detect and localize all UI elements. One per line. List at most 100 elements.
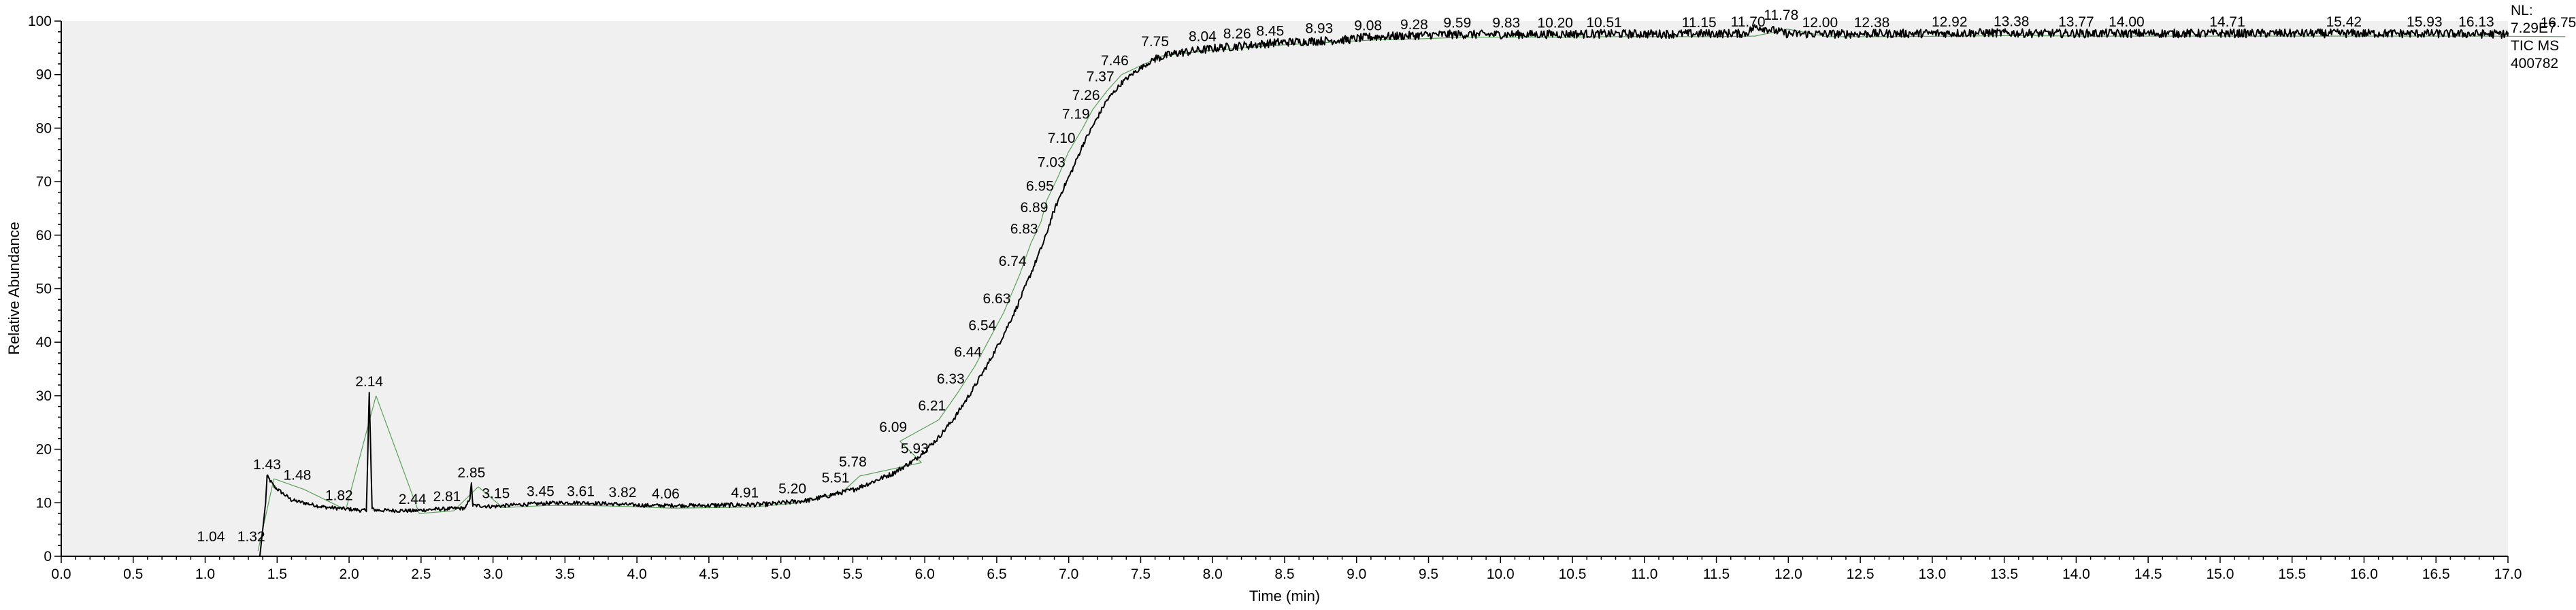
y-tick-label: 20 xyxy=(36,442,52,458)
peak-label: 12.92 xyxy=(1932,14,1968,30)
x-tick-label: 10.5 xyxy=(1559,566,1587,582)
peak-label: 13.38 xyxy=(1994,14,2030,29)
x-tick-label: 3.0 xyxy=(483,566,503,582)
peak-label: 2.81 xyxy=(433,489,461,505)
peak-label: 15.42 xyxy=(2326,14,2362,30)
peak-label: 11.70 xyxy=(1731,14,1766,30)
peak-label: 1.48 xyxy=(283,468,311,484)
peak-label: 1.32 xyxy=(237,529,265,545)
peak-label: 5.20 xyxy=(778,481,806,496)
peak-label: 5.51 xyxy=(822,471,850,486)
x-tick-label: 13.0 xyxy=(1918,566,1946,582)
peak-label: 14.00 xyxy=(2109,14,2145,30)
peak-label: 8.26 xyxy=(1223,26,1251,41)
peak-baseline xyxy=(257,478,275,552)
x-tick-label: 9.0 xyxy=(1347,566,1366,582)
y-axis-title: Relative Abundance xyxy=(5,222,22,355)
x-tick-label: 0.0 xyxy=(51,566,71,582)
peak-label: 8.04 xyxy=(1189,29,1217,44)
peak-baseline xyxy=(974,339,990,367)
peak-baseline xyxy=(1046,176,1059,201)
info-line-3: TIC MS xyxy=(2511,38,2559,54)
peak-label: 16.13 xyxy=(2458,14,2494,30)
x-axis-title: Time (min) xyxy=(1249,588,1320,605)
peak-baseline xyxy=(957,366,976,394)
peak-label: 9.59 xyxy=(1443,16,1471,31)
x-tick-label: 3.5 xyxy=(555,566,575,582)
x-tick-label: 8.5 xyxy=(1274,566,1294,582)
peak-label: 6.89 xyxy=(1021,200,1048,216)
x-tick-label: 12.0 xyxy=(1774,566,1802,582)
peak-label: 6.54 xyxy=(968,318,996,333)
info-line-1: NL: xyxy=(2511,3,2533,18)
peak-baseline xyxy=(1057,152,1069,177)
x-tick-label: 9.5 xyxy=(1419,566,1438,582)
x-tick-label: 6.5 xyxy=(987,566,1006,582)
x-tick-label: 16.5 xyxy=(2422,566,2450,582)
x-tick-label: 14.0 xyxy=(2062,566,2090,582)
peak-label: 2.85 xyxy=(457,465,485,481)
peak-baseline xyxy=(629,506,673,509)
peak-label: 7.26 xyxy=(1072,88,1100,103)
peak-baseline xyxy=(453,486,479,511)
peak-baseline xyxy=(859,462,922,477)
peak-label: 4.06 xyxy=(652,486,680,502)
peak-label: 12.38 xyxy=(1854,15,1890,31)
x-tick-label: 8.0 xyxy=(1203,566,1223,582)
peak-label: 10.51 xyxy=(1586,15,1622,31)
peak-baseline xyxy=(1092,90,1108,110)
peak-label: 6.33 xyxy=(937,371,965,387)
peak-label: 6.63 xyxy=(983,291,1011,307)
peak-baseline xyxy=(1040,200,1047,222)
x-tick-label: 15.5 xyxy=(2278,566,2306,582)
peak-label: 6.83 xyxy=(1010,222,1038,237)
peak-label: 5.78 xyxy=(839,454,867,470)
peak-baseline xyxy=(303,489,346,511)
peak-baseline xyxy=(419,510,454,514)
peak-baseline xyxy=(478,486,503,508)
x-tick-label: 1.0 xyxy=(195,566,215,582)
x-tick-label: 5.0 xyxy=(771,566,791,582)
trace-layer xyxy=(61,24,2509,557)
peak-label: 11.15 xyxy=(1682,15,1717,31)
x-tick-label: 4.5 xyxy=(699,566,719,582)
peak-label-group: 1.04 1.32 1.431.48 1.82 2.14 2.44 2.81 2.85 3.15… xyxy=(197,7,2576,545)
x-tick-label: 11.5 xyxy=(1703,566,1730,582)
peak-baseline xyxy=(989,312,1004,340)
y-tick-label: 60 xyxy=(36,228,52,243)
peak-label: 3.45 xyxy=(527,484,555,499)
x-tick-label: 12.5 xyxy=(1847,566,1875,582)
peak-baseline xyxy=(502,505,548,509)
peak-label: 9.28 xyxy=(1400,17,1428,33)
x-tick-group: 0.0 0.5 1.0 1.5 2.0 2.5 3.0 3.5 4.0 4.5 5.0 5.5 6.0 6… xyxy=(51,556,2522,582)
peak-baseline xyxy=(274,478,305,490)
peak-label: 6.21 xyxy=(918,398,946,413)
x-tick-label: 17.0 xyxy=(2494,566,2522,582)
peak-baseline xyxy=(376,395,420,514)
y-tick-label: 90 xyxy=(36,67,52,83)
y-tick-label: 50 xyxy=(36,282,52,297)
peak-label: 3.82 xyxy=(609,485,637,501)
peak-label: 7.10 xyxy=(1048,131,1076,146)
peak-label: 1.43 xyxy=(253,457,281,473)
peak-label: 2.14 xyxy=(355,374,383,390)
peak-baseline xyxy=(842,475,860,493)
peak-label: 6.09 xyxy=(879,420,907,435)
x-tick-label: 6.0 xyxy=(915,566,935,582)
x-tick-label: 13.5 xyxy=(1990,566,2018,582)
peak-label: 8.45 xyxy=(1256,23,1284,39)
peak-baseline xyxy=(672,507,752,509)
x-tick-label: 10.0 xyxy=(1487,566,1515,582)
peak-label: 14.71 xyxy=(2209,14,2245,30)
peak-label: 4.91 xyxy=(731,486,759,501)
tic-trace-line xyxy=(61,24,2509,557)
peak-baseline xyxy=(1019,243,1031,276)
peak-label: 7.19 xyxy=(1062,106,1090,122)
peak-label: 13.77 xyxy=(2058,14,2094,30)
info-line-2: 7.29E7 xyxy=(2511,20,2556,36)
x-tick-label: 11.0 xyxy=(1631,566,1657,582)
peak-label: 6.44 xyxy=(954,345,982,360)
y-tick-label: 100 xyxy=(28,14,52,29)
peak-baseline xyxy=(345,395,377,510)
info-line-4: 400782 xyxy=(2511,56,2558,71)
